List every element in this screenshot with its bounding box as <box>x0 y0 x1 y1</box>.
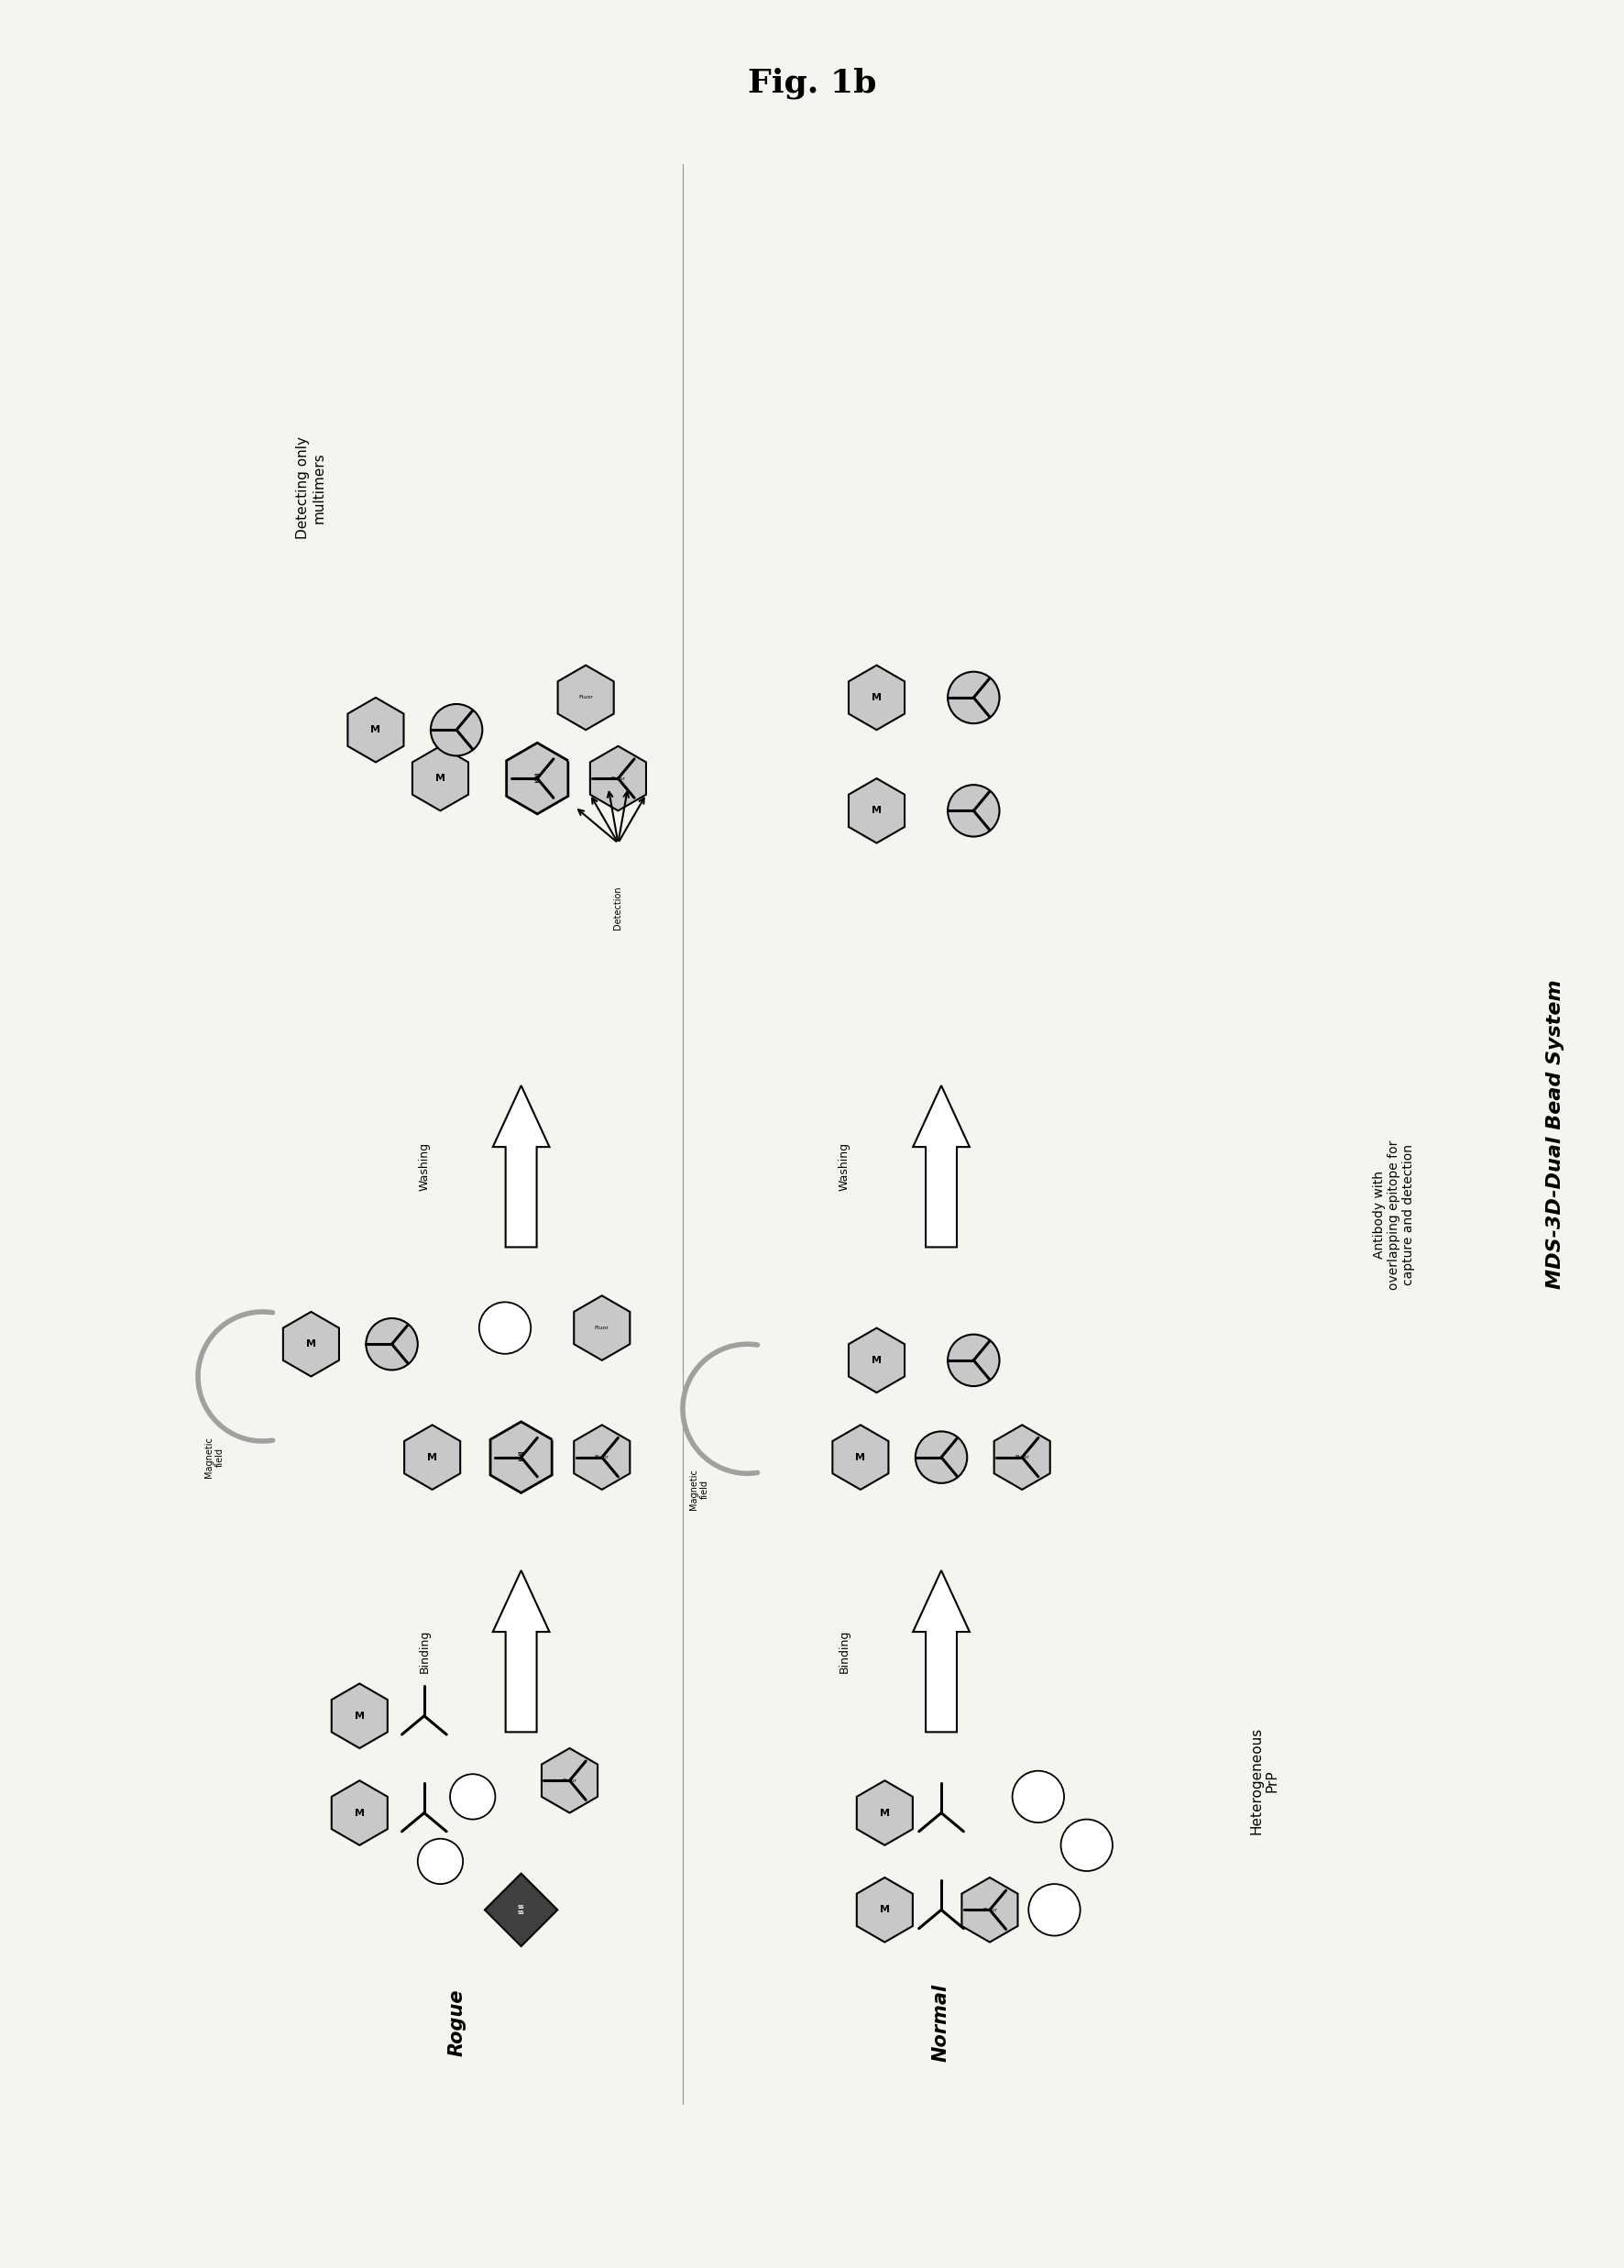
Text: Antibody with
overlapping epitope for
capture and detection: Antibody with overlapping epitope for ca… <box>1372 1141 1415 1290</box>
Circle shape <box>1028 1885 1080 1935</box>
Polygon shape <box>961 1878 1018 1941</box>
Polygon shape <box>857 1878 913 1941</box>
Circle shape <box>430 703 482 755</box>
Text: Washing: Washing <box>838 1143 851 1191</box>
Circle shape <box>1012 1771 1064 1823</box>
Polygon shape <box>849 665 905 730</box>
Polygon shape <box>849 1329 905 1393</box>
Text: Binding: Binding <box>838 1628 851 1674</box>
Text: SS
SS: SS SS <box>534 773 541 782</box>
Polygon shape <box>913 1569 970 1733</box>
Circle shape <box>948 785 999 837</box>
Polygon shape <box>331 1780 388 1846</box>
Text: M: M <box>370 726 380 735</box>
Text: M: M <box>880 1808 890 1817</box>
Text: Magnetic
field: Magnetic field <box>689 1470 708 1510</box>
Text: Fluor: Fluor <box>1015 1456 1030 1461</box>
Text: M: M <box>856 1454 866 1463</box>
Polygon shape <box>590 746 646 810</box>
Circle shape <box>365 1318 417 1370</box>
Polygon shape <box>283 1311 339 1377</box>
Circle shape <box>1060 1819 1112 1871</box>
Text: Binding: Binding <box>419 1628 430 1674</box>
Text: SS
SS: SS SS <box>518 1452 525 1463</box>
Polygon shape <box>573 1295 630 1361</box>
Text: Fluor: Fluor <box>594 1327 609 1331</box>
Circle shape <box>948 1334 999 1386</box>
Text: Magnetic
field: Magnetic field <box>205 1436 224 1479</box>
Polygon shape <box>857 1780 913 1846</box>
Polygon shape <box>542 1749 598 1812</box>
Text: Washing: Washing <box>419 1143 430 1191</box>
Circle shape <box>948 671 999 723</box>
Polygon shape <box>486 1873 557 1946</box>
Circle shape <box>916 1431 968 1483</box>
Polygon shape <box>507 744 568 814</box>
Text: Fig. 1b: Fig. 1b <box>747 68 877 100</box>
Circle shape <box>417 1839 463 1885</box>
Text: Fluor: Fluor <box>578 696 593 701</box>
Text: Heterogeneous
PrP: Heterogeneous PrP <box>1249 1726 1280 1835</box>
Polygon shape <box>913 1086 970 1247</box>
Text: Fluor: Fluor <box>983 1907 997 1912</box>
Polygon shape <box>404 1424 460 1490</box>
Polygon shape <box>573 1424 630 1490</box>
Text: Fluor: Fluor <box>594 1456 609 1461</box>
Text: M: M <box>872 805 882 814</box>
Text: MDS-3D-Dual Bead System: MDS-3D-Dual Bead System <box>1546 980 1564 1288</box>
Polygon shape <box>331 1683 388 1749</box>
Polygon shape <box>490 1422 552 1492</box>
Text: Detecting only
multimers: Detecting only multimers <box>296 435 326 540</box>
Polygon shape <box>492 1569 549 1733</box>
Text: M: M <box>427 1454 437 1463</box>
Text: Fluor: Fluor <box>611 776 625 780</box>
Text: M: M <box>872 1356 882 1365</box>
Polygon shape <box>849 778 905 844</box>
Polygon shape <box>348 699 404 762</box>
Text: Detection: Detection <box>614 887 622 930</box>
Text: Rogue: Rogue <box>447 1989 466 2057</box>
Text: M: M <box>435 773 445 782</box>
Polygon shape <box>412 746 468 810</box>
Text: M: M <box>872 694 882 703</box>
Text: M: M <box>305 1340 317 1349</box>
Text: SS
SS: SS SS <box>518 1905 525 1914</box>
Circle shape <box>479 1302 531 1354</box>
Polygon shape <box>994 1424 1051 1490</box>
Text: Fluor: Fluor <box>562 1778 577 1783</box>
Text: M: M <box>880 1905 890 1914</box>
Text: M: M <box>354 1712 364 1721</box>
Polygon shape <box>492 1086 549 1247</box>
Text: Normal: Normal <box>932 1984 950 2062</box>
Polygon shape <box>833 1424 888 1490</box>
Polygon shape <box>557 665 614 730</box>
Text: M: M <box>354 1808 364 1817</box>
Circle shape <box>450 1774 495 1819</box>
